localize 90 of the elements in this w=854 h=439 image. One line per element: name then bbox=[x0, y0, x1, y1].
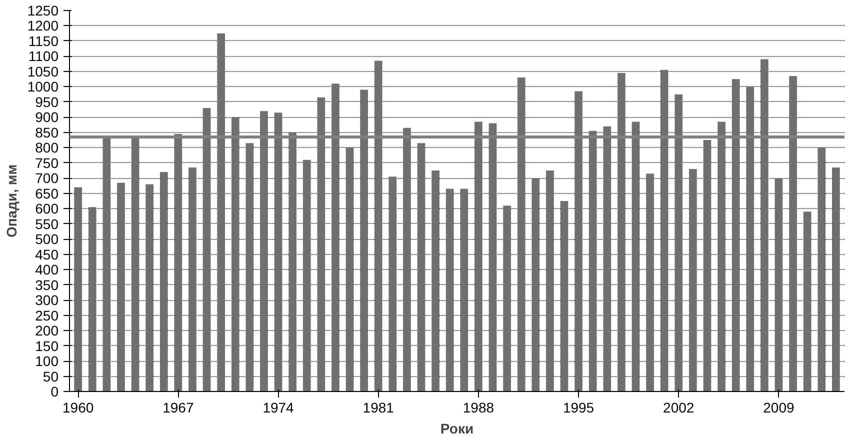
bar bbox=[188, 167, 196, 392]
bar bbox=[803, 212, 812, 392]
y-tick-label: 750 bbox=[35, 154, 59, 171]
bar bbox=[588, 130, 597, 392]
y-axis-title: Опади, мм bbox=[3, 164, 20, 238]
y-tick-label: 1050 bbox=[27, 63, 59, 80]
x-tick-label: 2002 bbox=[663, 400, 694, 416]
y-tick-label: 400 bbox=[35, 262, 59, 278]
bar bbox=[603, 126, 612, 392]
bar bbox=[374, 60, 382, 392]
y-tick-label: 150 bbox=[35, 338, 59, 354]
bar bbox=[474, 122, 482, 392]
bar bbox=[632, 122, 640, 392]
x-tick-label: 1974 bbox=[262, 400, 294, 416]
y-tick-label: 100 bbox=[35, 353, 59, 370]
y-tick-label: 500 bbox=[35, 231, 59, 248]
x-tick-label: 1981 bbox=[362, 400, 394, 416]
y-tick-label: 1100 bbox=[28, 48, 59, 64]
y-tick-label: 600 bbox=[35, 200, 59, 217]
bar bbox=[446, 188, 454, 392]
bar bbox=[718, 122, 726, 392]
bar bbox=[332, 84, 340, 392]
bar bbox=[503, 206, 511, 392]
bar bbox=[703, 140, 712, 392]
bar bbox=[146, 184, 154, 392]
y-tick-label: 700 bbox=[35, 170, 59, 186]
bar bbox=[174, 134, 182, 392]
y-tick-label: 250 bbox=[35, 307, 59, 324]
x-axis-title: Роки bbox=[440, 420, 474, 436]
bar bbox=[74, 187, 82, 392]
bar bbox=[260, 111, 268, 392]
bar bbox=[660, 70, 668, 392]
bar bbox=[574, 91, 582, 392]
y-tick-label: 450 bbox=[35, 246, 59, 262]
y-tick-label: 1200 bbox=[27, 18, 59, 34]
bar bbox=[546, 170, 554, 392]
bar bbox=[388, 176, 397, 392]
bar bbox=[131, 138, 140, 392]
bar bbox=[789, 76, 797, 392]
y-tick-label: 1000 bbox=[27, 78, 59, 95]
bar bbox=[488, 123, 497, 392]
y-tick-label: 1250 bbox=[27, 2, 59, 18]
bar bbox=[246, 143, 254, 392]
y-tick-label: 900 bbox=[35, 109, 59, 126]
bar bbox=[160, 172, 168, 392]
bar bbox=[317, 97, 326, 392]
y-tick-label: 300 bbox=[35, 292, 59, 308]
bar bbox=[202, 108, 211, 392]
y-tick-label: 350 bbox=[35, 276, 59, 293]
x-tick-label: 1988 bbox=[462, 400, 494, 416]
y-tick-label: 850 bbox=[35, 124, 59, 140]
bar bbox=[360, 90, 368, 392]
bar bbox=[818, 148, 826, 392]
y-tick-label: 0 bbox=[50, 384, 59, 400]
y-tick-label: 650 bbox=[35, 185, 59, 202]
bar bbox=[417, 143, 426, 392]
y-tick-label: 950 bbox=[35, 94, 59, 110]
bar bbox=[274, 112, 282, 392]
bar bbox=[88, 207, 96, 392]
bar bbox=[532, 178, 540, 392]
y-tick-label: 1150 bbox=[28, 32, 59, 49]
bar bbox=[746, 86, 754, 392]
bar bbox=[732, 79, 740, 392]
bar bbox=[517, 78, 526, 392]
bar bbox=[346, 148, 354, 392]
x-tick-label: 2009 bbox=[763, 400, 795, 416]
bar bbox=[403, 128, 411, 392]
x-tick-label: 1960 bbox=[62, 400, 94, 416]
bar bbox=[102, 138, 111, 392]
bar bbox=[618, 72, 626, 392]
bar bbox=[302, 160, 311, 392]
bar bbox=[432, 170, 440, 392]
bar bbox=[117, 182, 125, 392]
bar bbox=[674, 94, 683, 392]
x-tick-label: 1967 bbox=[162, 400, 194, 416]
bar bbox=[288, 132, 296, 392]
bar bbox=[832, 167, 840, 392]
y-tick-label: 50 bbox=[42, 368, 59, 384]
y-tick-label: 550 bbox=[35, 216, 59, 232]
bar bbox=[646, 174, 654, 392]
bar bbox=[689, 168, 697, 392]
bar bbox=[560, 201, 568, 392]
y-tick-label: 800 bbox=[35, 140, 59, 156]
bar bbox=[231, 117, 240, 392]
bar bbox=[760, 59, 768, 392]
y-tick-label: 200 bbox=[35, 322, 59, 339]
bar bbox=[217, 33, 225, 392]
bar bbox=[774, 178, 783, 392]
x-tick-label: 1995 bbox=[562, 400, 594, 416]
bar bbox=[460, 188, 468, 392]
